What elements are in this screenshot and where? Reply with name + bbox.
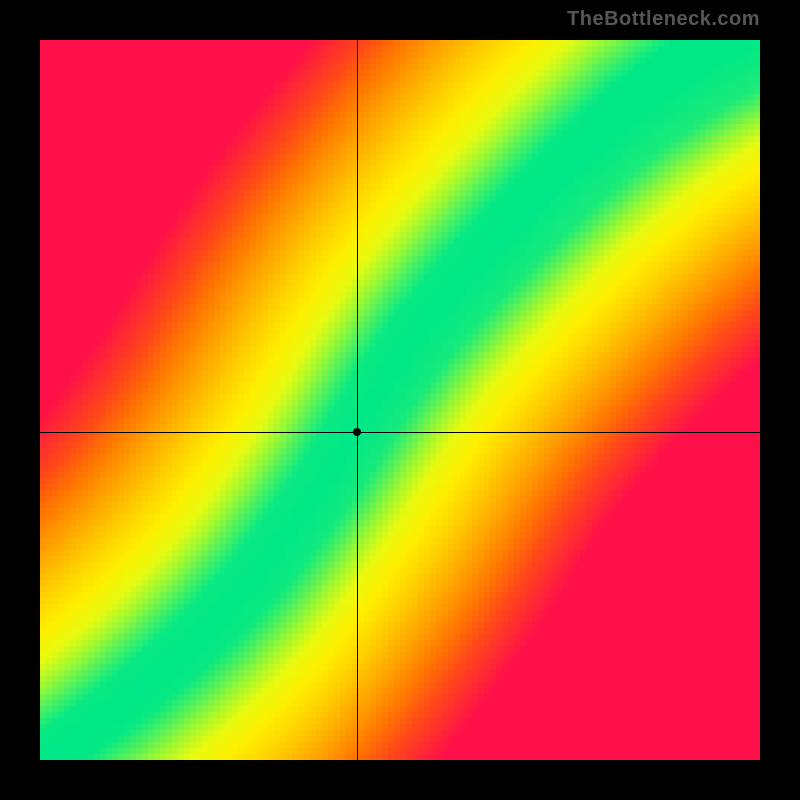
heatmap-canvas xyxy=(40,40,760,760)
watermark-text: TheBottleneck.com xyxy=(567,8,760,31)
heatmap-plot xyxy=(40,40,760,760)
